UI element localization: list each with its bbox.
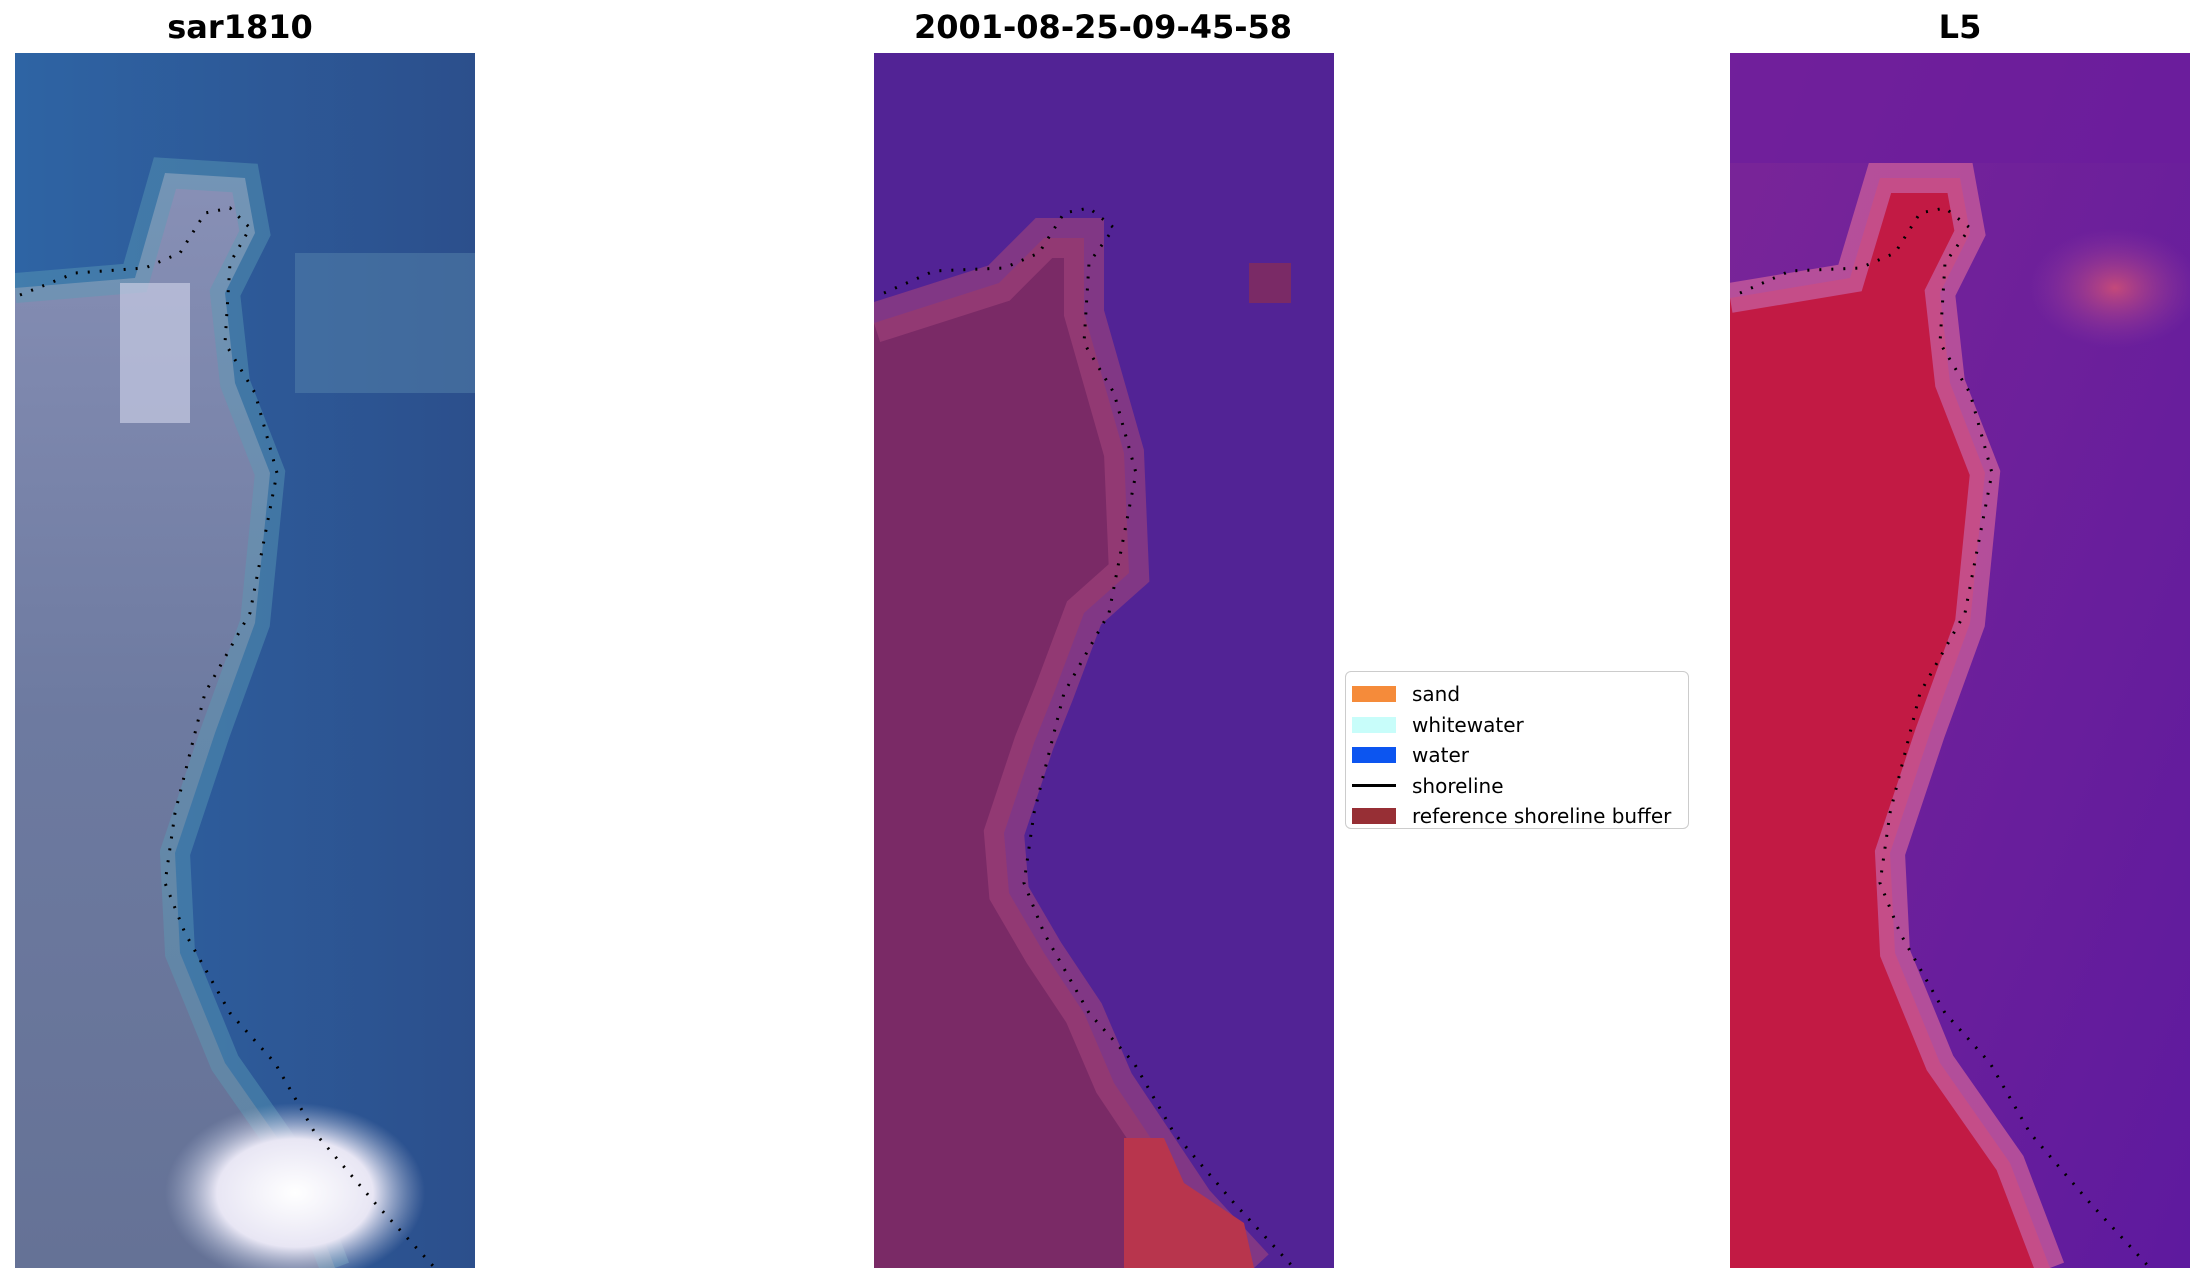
whitewater-swatch	[1352, 716, 1396, 733]
legend: sand whitewater water shoreline referenc…	[1345, 671, 1689, 829]
sand-swatch	[1352, 686, 1396, 703]
legend-item-reference-buffer: reference shoreline buffer	[1352, 801, 1688, 832]
legend-label: water	[1412, 743, 1469, 768]
buffer-swatch	[1352, 808, 1396, 825]
panel-title-index: L5	[1938, 8, 1982, 46]
legend-item-whitewater: whitewater	[1352, 710, 1688, 741]
legend-item-shoreline: shoreline	[1352, 771, 1688, 802]
rgb-image-panel	[15, 53, 475, 1268]
legend-item-sand: sand	[1352, 679, 1688, 710]
legend-label: shoreline	[1412, 773, 1504, 798]
water-swatch	[1352, 747, 1396, 764]
legend-label: reference shoreline buffer	[1412, 804, 1672, 829]
shoreline-line-swatch	[1352, 784, 1396, 788]
legend-label: whitewater	[1412, 712, 1524, 737]
classification-panel	[874, 53, 1334, 1268]
legend-label: sand	[1412, 682, 1461, 707]
panel-title-rgb: sar1810	[167, 8, 313, 46]
legend-item-water: water	[1352, 740, 1688, 771]
index-image-panel	[1730, 53, 2190, 1268]
panel-title-classification: 2001-08-25-09-45-58	[913, 8, 1293, 46]
